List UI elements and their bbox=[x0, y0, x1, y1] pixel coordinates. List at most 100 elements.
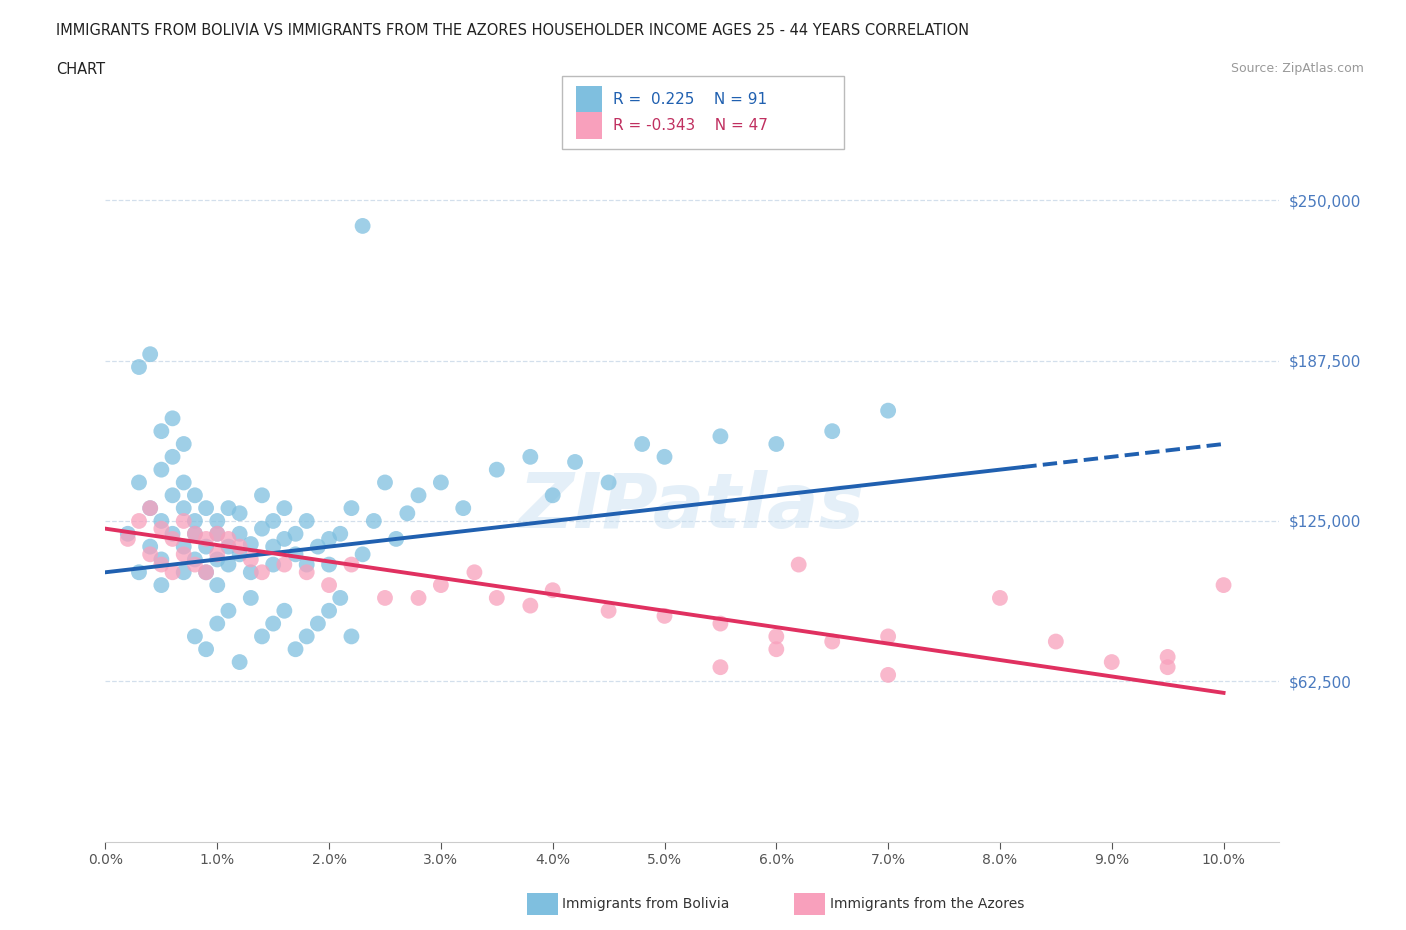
Text: ZIPatlas: ZIPatlas bbox=[519, 470, 866, 544]
Point bbox=[318, 557, 340, 572]
Point bbox=[765, 642, 787, 657]
Text: Source: ZipAtlas.com: Source: ZipAtlas.com bbox=[1230, 62, 1364, 75]
Point bbox=[821, 634, 844, 649]
Point bbox=[150, 552, 173, 567]
Point bbox=[128, 475, 150, 490]
Point bbox=[150, 424, 173, 439]
Point bbox=[128, 360, 150, 375]
Point bbox=[318, 604, 340, 618]
Point bbox=[329, 591, 352, 605]
Point bbox=[128, 565, 150, 579]
Point bbox=[228, 547, 250, 562]
Point bbox=[318, 578, 340, 592]
Point bbox=[173, 547, 195, 562]
Point bbox=[139, 500, 162, 515]
Point bbox=[207, 578, 229, 592]
Point bbox=[239, 565, 262, 579]
Point bbox=[1045, 634, 1067, 649]
Point bbox=[184, 513, 207, 528]
Point bbox=[765, 436, 787, 451]
Point bbox=[139, 347, 162, 362]
Point bbox=[307, 539, 329, 554]
Point bbox=[184, 526, 207, 541]
Point bbox=[195, 500, 218, 515]
Point bbox=[162, 488, 184, 503]
Point bbox=[184, 488, 207, 503]
Point bbox=[150, 521, 173, 536]
Point bbox=[173, 475, 195, 490]
Point bbox=[150, 557, 173, 572]
Point bbox=[173, 565, 195, 579]
Point bbox=[173, 436, 195, 451]
Point bbox=[430, 578, 453, 592]
Point bbox=[541, 583, 564, 598]
Point bbox=[217, 539, 239, 554]
Point bbox=[295, 557, 318, 572]
Point bbox=[988, 591, 1011, 605]
Point bbox=[239, 537, 262, 551]
Point bbox=[1156, 659, 1178, 674]
Point bbox=[117, 526, 139, 541]
Point bbox=[284, 547, 307, 562]
Point bbox=[195, 565, 218, 579]
Text: R = -0.343    N = 47: R = -0.343 N = 47 bbox=[613, 118, 768, 133]
Point bbox=[184, 552, 207, 567]
Point bbox=[250, 565, 273, 579]
Point bbox=[787, 557, 810, 572]
Point bbox=[273, 531, 295, 546]
Point bbox=[654, 608, 676, 623]
Point bbox=[408, 488, 430, 503]
Point bbox=[463, 565, 485, 579]
Point bbox=[340, 500, 363, 515]
Point bbox=[162, 531, 184, 546]
Point bbox=[273, 604, 295, 618]
Text: R =  0.225    N = 91: R = 0.225 N = 91 bbox=[613, 92, 768, 107]
Point bbox=[519, 449, 541, 464]
Point bbox=[162, 526, 184, 541]
Point bbox=[709, 659, 731, 674]
Point bbox=[307, 617, 329, 631]
Point bbox=[162, 411, 184, 426]
Point bbox=[184, 526, 207, 541]
Point bbox=[1101, 655, 1123, 670]
Point bbox=[295, 629, 318, 644]
Point bbox=[207, 552, 229, 567]
Point bbox=[519, 598, 541, 613]
Point bbox=[295, 513, 318, 528]
Point bbox=[654, 449, 676, 464]
Point bbox=[598, 604, 620, 618]
Point bbox=[195, 531, 218, 546]
Point bbox=[765, 629, 787, 644]
Point bbox=[385, 531, 408, 546]
Point bbox=[150, 578, 173, 592]
Point bbox=[195, 539, 218, 554]
Point bbox=[352, 547, 374, 562]
Point bbox=[139, 547, 162, 562]
Point bbox=[173, 500, 195, 515]
Point bbox=[228, 526, 250, 541]
Point bbox=[250, 521, 273, 536]
Point bbox=[262, 539, 284, 554]
Point bbox=[195, 565, 218, 579]
Point bbox=[239, 591, 262, 605]
Text: Immigrants from the Azores: Immigrants from the Azores bbox=[830, 897, 1024, 911]
Point bbox=[363, 513, 385, 528]
Point bbox=[262, 557, 284, 572]
Text: CHART: CHART bbox=[56, 62, 105, 77]
Point bbox=[877, 404, 900, 418]
Point bbox=[709, 429, 731, 444]
Point bbox=[173, 513, 195, 528]
Point bbox=[485, 462, 508, 477]
Point bbox=[128, 513, 150, 528]
Point bbox=[374, 591, 396, 605]
Point bbox=[340, 629, 363, 644]
Point bbox=[228, 655, 250, 670]
Point bbox=[408, 591, 430, 605]
Point bbox=[207, 513, 229, 528]
Point bbox=[318, 531, 340, 546]
Point bbox=[451, 500, 474, 515]
Text: IMMIGRANTS FROM BOLIVIA VS IMMIGRANTS FROM THE AZORES HOUSEHOLDER INCOME AGES 25: IMMIGRANTS FROM BOLIVIA VS IMMIGRANTS FR… bbox=[56, 23, 969, 38]
Text: Immigrants from Bolivia: Immigrants from Bolivia bbox=[562, 897, 730, 911]
Point bbox=[162, 565, 184, 579]
Point bbox=[250, 488, 273, 503]
